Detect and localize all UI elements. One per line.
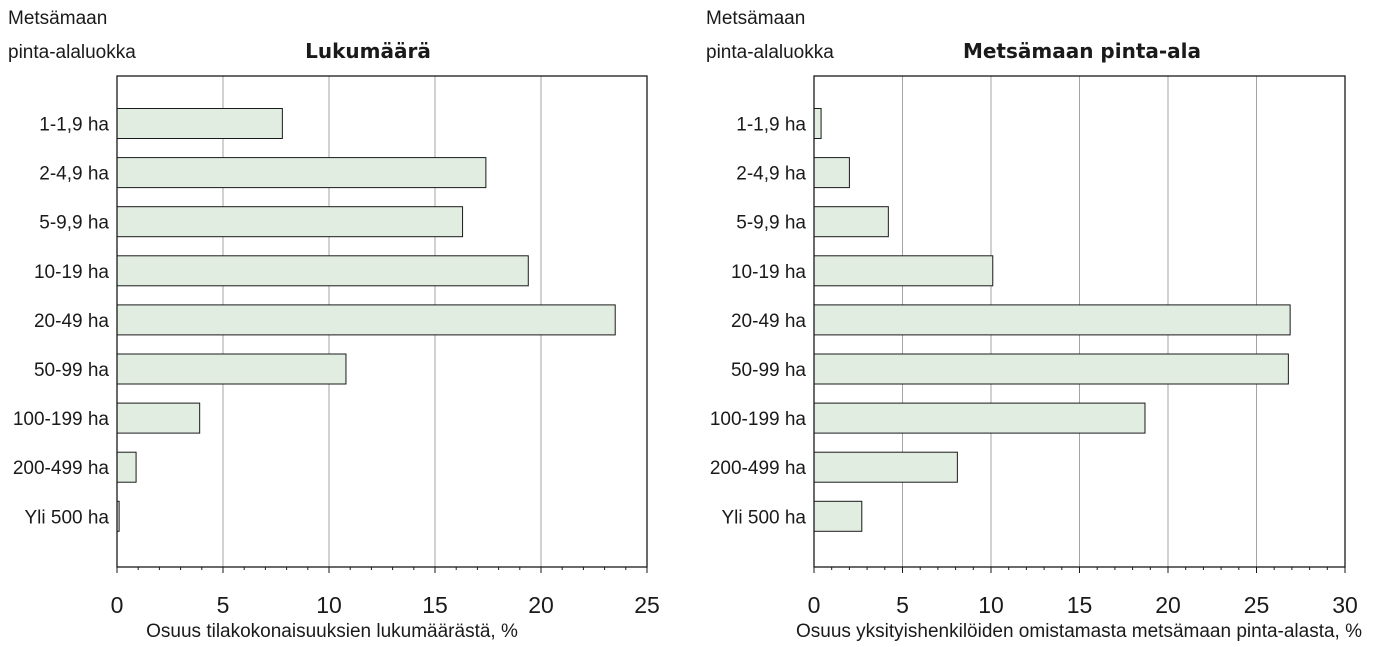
chart-area-category-label: 50-99 ha [731,360,806,381]
chart-area-category-label: 100-199 ha [710,409,807,430]
chart-count-bars [116,108,616,532]
chart-area-bar [813,402,1146,434]
chart-count-bar [116,206,464,238]
chart-area-x-tick-label: 10 [978,592,1004,618]
chart-count-category-label: 2-4,9 ha [39,164,109,185]
chart-area-xlabel: Osuus yksityishenkilöiden omistamasta me… [796,621,1362,642]
chart-area-x-tick-label: 5 [896,592,909,618]
chart-area-x-tick-label: 30 [1332,592,1358,618]
chart-area-category-label: 200-499 ha [710,458,807,479]
chart-area-bar [813,353,1289,385]
chart-area-x-tick-label: 20 [1155,592,1181,618]
chart-area-plot-frame [813,75,1346,568]
chart-count-x-ticks: 0 5 10 15 20 25 [111,567,660,618]
chart-area-category-label: 1-1,9 ha [736,115,806,136]
chart-count-category-label: 20-49 ha [34,311,109,332]
chart-area-bar [813,304,1291,336]
chart-area-ylabel-line1: Metsämaan [706,8,805,29]
chart-area-category-label: Yli 500 ha [721,507,806,528]
chart-count-bar [116,451,137,483]
chart-area: Metsämaan pinta-alaluokka Metsämaan pint… [706,8,1362,642]
chart-area-x-tick-label: 0 [808,592,821,618]
chart-area-x-tick-label: 25 [1244,592,1270,618]
chart-count-category-label: Yli 500 ha [24,507,109,528]
chart-count-bar [116,255,529,287]
chart-area-bar [813,500,863,532]
chart-count-x-tick-label: 20 [528,592,554,618]
chart-area-title: Metsämaan pinta-ala [963,39,1201,63]
chart-count-category-label: 50-99 ha [34,360,109,381]
chart-count-category-label: 100-199 ha [13,409,110,430]
chart-count-bar [116,108,283,139]
chart-count-x-tick-label: 25 [634,592,660,618]
chart-area-bar [813,108,822,139]
chart-count-xlabel: Osuus tilakokonaisuuksien lukumäärästä, … [146,621,518,642]
chart-area-category-labels: 1-1,9 ha 2-4,9 ha 5-9,9 ha 10-19 ha 20-49 ha… [710,115,807,529]
chart-count-bar [116,304,616,336]
chart-area-x-tick-label: 15 [1067,592,1093,618]
chart-count-category-label: 1-1,9 ha [39,115,109,136]
chart-count-category-label: 5-9,9 ha [39,213,109,234]
chart-count-title: Lukumäärä [305,39,431,63]
chart-count-plot-frame [116,75,648,568]
chart-area-category-label: 2-4,9 ha [736,164,806,185]
chart-area-ylabel-line2: pinta-alaluokka [706,42,834,63]
chart-count-bar [116,157,487,189]
chart-count-x-tick-label: 5 [217,592,230,618]
chart-count-x-tick-label: 0 [111,592,124,618]
chart-count-ylabel-line2: pinta-alaluokka [8,42,136,63]
chart-count-category-label: 200-499 ha [13,458,110,479]
chart-area-bar [813,255,994,287]
chart-area-category-label: 20-49 ha [731,311,806,332]
chart-area-bar [813,157,850,189]
chart-area-category-label: 5-9,9 ha [736,213,806,234]
chart-count-category-labels: 1-1,9 ha 2-4,9 ha 5-9,9 ha 10-19 ha 20-49 ha… [13,115,110,529]
chart-count-x-tick-label: 10 [316,592,342,618]
chart-area-category-label: 10-19 ha [731,262,806,283]
chart-count-bar [116,402,201,434]
chart-count: Metsämaan pinta-alaluokka Lukumäärä 1-1,… [8,8,660,642]
chart-area-bars [813,108,1291,532]
chart-count-category-label: 10-19 ha [34,262,109,283]
chart-area-x-ticks: 0 5 10 15 20 25 30 [808,567,1358,618]
chart-count-x-tick-label: 15 [422,592,448,618]
chart-count-bar [116,353,347,385]
chart-area-bar [813,206,889,238]
chart-area-bar [813,451,958,483]
chart-count-ylabel-line1: Metsämaan [8,8,107,29]
